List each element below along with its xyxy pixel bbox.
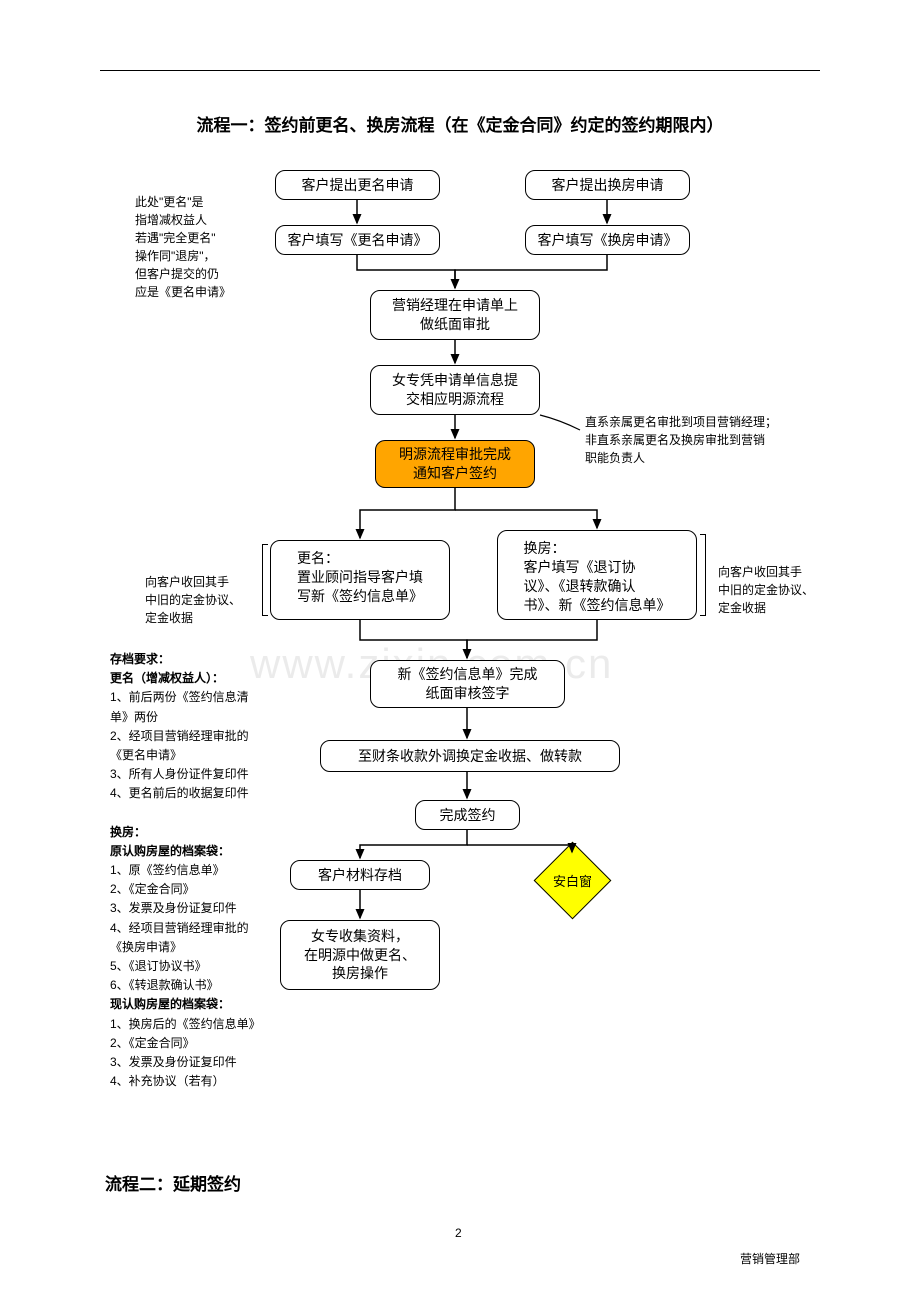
page-number: 2	[455, 1226, 462, 1240]
orig-item: 3、发票及身份证复印件	[110, 899, 270, 918]
bracket-right	[700, 534, 706, 616]
footer-dept: 营销管理部	[740, 1250, 800, 1267]
node-approval-complete: 明源流程审批完成 通知客户签约	[375, 440, 535, 488]
node-label: 客户提出更名申请	[302, 176, 414, 195]
node-info-complete: 新《签约信息单》完成 纸面审核签字	[370, 660, 565, 708]
annotation-right-receipt: 向客户收回其手 中旧的定金协议、 定金收据	[718, 545, 833, 617]
archive-title: 存档要求：	[110, 650, 270, 669]
new-title: 现认购房屋的档案袋：	[110, 995, 270, 1014]
orig-item: 4、经项目营销经理审批的 《换房申请》	[110, 919, 270, 957]
new-item: 2、《定金合同》	[110, 1034, 270, 1053]
rename-item: 4、更名前后的收据复印件	[110, 784, 270, 803]
change-title: 换房：	[110, 823, 270, 842]
node-label: 客户填写《换房申请》	[538, 231, 678, 250]
orig-item: 1、原《签约信息单》	[110, 861, 270, 880]
node-label: 换房： 客户填写《退订协 议》、《退转款确认 书》、新《签约信息单》	[524, 539, 671, 615]
bracket-left	[262, 544, 268, 616]
annotation-text: 向客户收回其手 中旧的定金协议、 定金收据	[718, 565, 814, 615]
node-change-request: 客户提出换房申请	[525, 170, 690, 200]
new-item: 1、换房后的《签约信息单》	[110, 1015, 270, 1034]
node-label: 客户提出换房申请	[552, 176, 664, 195]
node-archive: 客户材料存档	[290, 860, 430, 890]
annotation-text: 直系亲属更名审批到项目营销经理； 非直系亲属更名及换房审批到营销 职能负责人	[585, 415, 777, 465]
sidebar-archive: 存档要求： 更名（增减权益人）： 1、前后两份《签约信息清 单》两份 2、经项目…	[110, 650, 270, 1091]
node-label: 客户材料存档	[318, 866, 402, 885]
diamond-label: 安白窗	[553, 871, 592, 890]
annotation-left-receipt: 向客户收回其手 中旧的定金协议、 定金收据	[145, 555, 260, 627]
annotation-text: 此处"更名"是 指增减权益人 若遇"完全更名" 操作同"退房"， 但客户提交的仍…	[135, 195, 231, 299]
node-finance: 至财条收款外调换定金收据、做转款	[320, 740, 620, 772]
node-label: 女专凭申请单信息提 交相应明源流程	[392, 371, 518, 409]
rename-item: 1、前后两份《签约信息清 单》两份	[110, 688, 270, 726]
node-label: 明源流程审批完成 通知客户签约	[399, 445, 511, 483]
annotation-left-top: 此处"更名"是 指增减权益人 若遇"完全更名" 操作同"退房"， 但客户提交的仍…	[135, 175, 255, 301]
node-change-action: 换房： 客户填写《退订协 议》、《退转款确认 书》、新《签约信息单》	[497, 530, 697, 620]
node-label: 至财条收款外调换定金收据、做转款	[358, 747, 582, 766]
annotation-right-approval: 直系亲属更名审批到项目营销经理； 非直系亲属更名及换房审批到营销 职能负责人	[585, 395, 820, 467]
header-rule	[100, 70, 820, 71]
node-rename-form: 客户填写《更名申请》	[275, 225, 440, 255]
rename-title: 更名（增减权益人）：	[110, 669, 270, 688]
node-sign-complete: 完成签约	[415, 800, 520, 830]
annotation-text: 向客户收回其手 中旧的定金协议、 定金收据	[145, 575, 241, 625]
node-label: 女专收集资料， 在明源中做更名、 换房操作	[304, 927, 416, 984]
new-item: 4、补充协议（若有）	[110, 1072, 270, 1091]
node-label: 完成签约	[440, 806, 496, 825]
rename-item: 3、所有人身份证件复印件	[110, 765, 270, 784]
node-label: 客户填写《更名申请》	[288, 231, 428, 250]
node-collect-materials: 女专收集资料， 在明源中做更名、 换房操作	[280, 920, 440, 990]
orig-item: 2、《定金合同》	[110, 880, 270, 899]
new-item: 3、发票及身份证复印件	[110, 1053, 270, 1072]
orig-item: 6、《转退款确认书》	[110, 976, 270, 995]
node-label: 新《签约信息单》完成 纸面审核签字	[398, 665, 538, 703]
node-label: 营销经理在申请单上 做纸面审批	[392, 296, 518, 334]
node-diamond: 安白窗	[545, 853, 600, 908]
flowchart-title: 流程一：签约前更名、换房流程（在《定金合同》约定的签约期限内）	[100, 111, 820, 136]
flowchart-subtitle2: 流程二：延期签约	[105, 1170, 241, 1195]
node-manager-approval: 营销经理在申请单上 做纸面审批	[370, 290, 540, 340]
orig-item: 5、《退订协议书》	[110, 957, 270, 976]
node-change-form: 客户填写《换房申请》	[525, 225, 690, 255]
node-submit-mingyuan: 女专凭申请单信息提 交相应明源流程	[370, 365, 540, 415]
node-rename-request: 客户提出更名申请	[275, 170, 440, 200]
node-label: 更名： 置业顾问指导客户填 写新《签约信息单》	[297, 549, 423, 606]
node-rename-action: 更名： 置业顾问指导客户填 写新《签约信息单》	[270, 540, 450, 620]
orig-title: 原认购房屋的档案袋：	[110, 842, 270, 861]
rename-item: 2、经项目营销经理审批的 《更名申请》	[110, 727, 270, 765]
